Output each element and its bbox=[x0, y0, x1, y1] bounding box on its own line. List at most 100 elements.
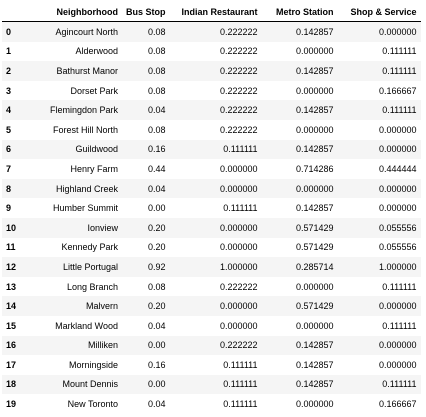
bus-stop-cell: 0.08 bbox=[147, 65, 166, 76]
bus-stop-cell: 0.20 bbox=[147, 301, 166, 312]
table-row: 9 Humber Summit 0.00 0.111111 0.142857 0.0000… bbox=[2, 198, 421, 218]
shop-service-cell: 0.000000 bbox=[378, 124, 417, 135]
shop-service-cell: 0.000000 bbox=[378, 203, 417, 214]
indian-restaurant-cell: 0.222222 bbox=[219, 105, 258, 116]
indian-restaurant-cell: 0.222222 bbox=[219, 281, 258, 292]
metro-station-cell: 0.000000 bbox=[295, 399, 334, 410]
row-index: 0 bbox=[6, 26, 12, 37]
table-row: 16 Milliken 0.00 0.222222 0.142857 0.000000 bbox=[2, 335, 421, 356]
index-header bbox=[2, 2, 32, 22]
shop-service-cell: 0.000000 bbox=[378, 359, 417, 370]
shop-service-cell: 0.111111 bbox=[382, 379, 417, 390]
table-row: 4 Flemingdon Park 0.04 0.222222 0.142857 0.11… bbox=[2, 100, 421, 120]
metro-station-cell: 0.142857 bbox=[295, 105, 334, 116]
neighborhood-cell: Little Portugal bbox=[62, 261, 118, 272]
header-row: Neighborhood Bus Stop Indian Restaurant Met… bbox=[2, 2, 421, 22]
metro-station-cell: 0.000000 bbox=[295, 281, 334, 292]
metro-station-cell: 0.571429 bbox=[295, 242, 334, 253]
bus-stop-cell: 0.00 bbox=[147, 203, 166, 214]
bus-stop-cell: 0.04 bbox=[147, 105, 166, 116]
indian-restaurant-header: Indian Restaurant bbox=[169, 2, 262, 22]
bus-stop-cell: 0.44 bbox=[147, 163, 166, 174]
neighborhood-cell: New Toronto bbox=[67, 399, 118, 410]
metro-station-cell: 0.142857 bbox=[295, 65, 334, 76]
bus-stop-cell: 0.92 bbox=[147, 261, 166, 272]
indian-restaurant-cell: 0.111111 bbox=[223, 203, 258, 214]
table-row: 11 Kennedy Park 0.20 0.000000 0.571429 0.0555… bbox=[2, 237, 421, 258]
table-row: 19 New Toronto 0.04 0.111111 0.000000 0.16666… bbox=[2, 394, 421, 414]
metro-station-cell: 0.142857 bbox=[295, 203, 334, 214]
shop-service-cell: 1.000000 bbox=[378, 261, 417, 272]
indian-restaurant-cell: 0.111111 bbox=[223, 399, 258, 410]
indian-restaurant-cell: 0.222222 bbox=[219, 124, 258, 135]
indian-restaurant-cell: 0.000000 bbox=[219, 301, 258, 312]
indian-restaurant-cell: 0.222222 bbox=[219, 340, 258, 351]
shop-service-cell: 0.166667 bbox=[378, 85, 417, 96]
neighborhood-cell: Highland Creek bbox=[55, 183, 118, 194]
bus-stop-cell: 0.08 bbox=[147, 124, 166, 135]
table-row: 17 Morningside 0.16 0.111111 0.142857 0.00000… bbox=[2, 355, 421, 375]
bus-stop-cell: 0.00 bbox=[147, 340, 166, 351]
neighborhood-cell: Ionview bbox=[87, 222, 118, 233]
row-index: 9 bbox=[6, 203, 12, 214]
neighborhood-cell: Markland Wood bbox=[55, 320, 118, 331]
indian-restaurant-cell: 0.222222 bbox=[219, 46, 258, 57]
row-index: 8 bbox=[6, 183, 12, 194]
row-index: 4 bbox=[6, 105, 12, 116]
shop-service-cell: 0.111111 bbox=[382, 65, 417, 76]
bus-stop-cell: 0.08 bbox=[147, 46, 166, 57]
bus-stop-cell: 0.08 bbox=[147, 85, 166, 96]
indian-restaurant-cell: 0.000000 bbox=[219, 242, 258, 253]
bus-stop-cell: 0.20 bbox=[147, 242, 166, 253]
neighborhood-cell: Morningside bbox=[68, 359, 118, 370]
neighborhood-cell: Flemingdon Park bbox=[49, 105, 118, 116]
indian-restaurant-cell: 0.000000 bbox=[219, 183, 258, 194]
neighborhood-cell: Guildwood bbox=[75, 144, 118, 155]
table-row: 7 Henry Farm 0.44 0.000000 0.714286 0.444444 bbox=[2, 159, 421, 179]
neighborhood-cell: Kennedy Park bbox=[61, 242, 118, 253]
row-index: 15 bbox=[6, 320, 17, 331]
row-index: 1 bbox=[6, 46, 12, 57]
shop-service-cell: 0.166667 bbox=[378, 399, 417, 410]
row-index: 7 bbox=[6, 163, 12, 174]
bus-stop-cell: 0.04 bbox=[147, 320, 166, 331]
shop-service-cell: 0.111111 bbox=[382, 46, 417, 57]
neighborhood-cell: Humber Summit bbox=[52, 203, 118, 214]
indian-restaurant-cell: 0.222222 bbox=[219, 85, 258, 96]
metro-station-cell: 0.000000 bbox=[295, 85, 334, 96]
shop-service-cell: 0.000000 bbox=[378, 183, 417, 194]
row-index: 2 bbox=[6, 65, 12, 76]
metro-station-cell: 0.714286 bbox=[295, 163, 334, 174]
indian-restaurant-cell: 0.111111 bbox=[223, 144, 258, 155]
shop-service-cell: 0.000000 bbox=[378, 301, 417, 312]
row-index: 10 bbox=[6, 222, 17, 233]
table-row: 13 Long Branch 0.08 0.222222 0.000000 0.11111… bbox=[2, 276, 421, 297]
metro-station-cell: 0.571429 bbox=[295, 222, 334, 233]
table-row: 18 Mount Dennis 0.00 0.111111 0.142857 0.1111… bbox=[2, 374, 421, 395]
shop-service-header: Shop & Service bbox=[337, 2, 421, 22]
metro-station-cell: 0.000000 bbox=[295, 320, 334, 331]
table-row: 5 Forest Hill North 0.08 0.222222 0.000000 0.… bbox=[2, 119, 421, 140]
indian-restaurant-cell: 0.222222 bbox=[219, 65, 258, 76]
row-index: 14 bbox=[6, 301, 17, 312]
bus-stop-cell: 0.04 bbox=[147, 183, 166, 194]
metro-station-cell: 0.000000 bbox=[295, 183, 334, 194]
metro-station-cell: 0.142857 bbox=[295, 359, 334, 370]
bus-stop-cell: 0.16 bbox=[147, 359, 166, 370]
row-index: 3 bbox=[6, 85, 12, 96]
neighborhood-cell: Agincourt North bbox=[55, 26, 118, 37]
table-row: 1 Alderwood 0.08 0.222222 0.000000 0.111111 bbox=[2, 41, 421, 62]
neighborhood-cell: Alderwood bbox=[75, 46, 118, 57]
row-index: 17 bbox=[6, 359, 17, 370]
neighborhood-header: Neighborhood bbox=[32, 2, 122, 22]
indian-restaurant-cell: 0.111111 bbox=[223, 379, 258, 390]
metro-station-cell: 0.142857 bbox=[295, 340, 334, 351]
metro-station-cell: 0.142857 bbox=[295, 379, 334, 390]
table-body: 0 Agincourt North 0.08 0.222222 0.142857 0.00… bbox=[2, 21, 421, 414]
metro-station-cell: 0.142857 bbox=[295, 26, 334, 37]
shop-service-cell: 0.111111 bbox=[382, 320, 417, 331]
row-index: 16 bbox=[6, 340, 17, 351]
row-index: 5 bbox=[6, 124, 12, 135]
shop-service-cell: 0.444444 bbox=[378, 163, 417, 174]
